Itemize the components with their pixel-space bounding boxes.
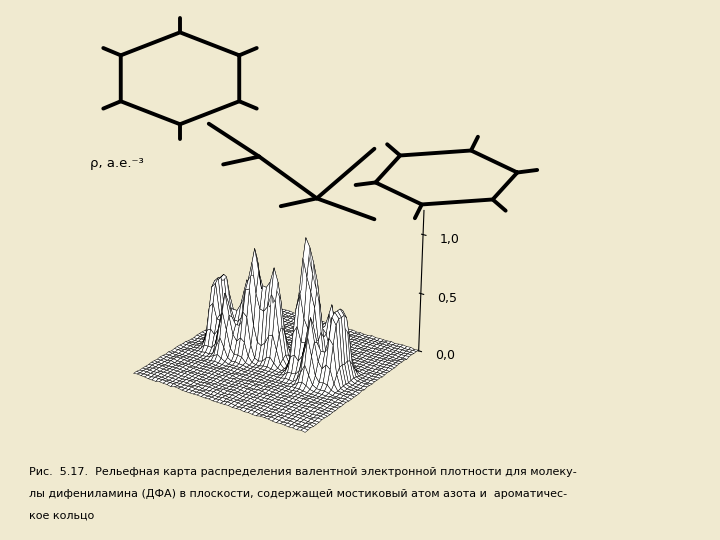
- Text: Рис.  5.17.  Рельефная карта распределения валентной электронной плотности для м: Рис. 5.17. Рельефная карта распределения…: [29, 467, 577, 477]
- Text: ρ, а.е.⁻³: ρ, а.е.⁻³: [90, 157, 144, 170]
- Text: кое кольцо: кое кольцо: [29, 510, 94, 521]
- Text: лы дифениламина (ДФА) в плоскости, содержащей мостиковый атом азота и  ароматиче: лы дифениламина (ДФА) в плоскости, содер…: [29, 489, 567, 499]
